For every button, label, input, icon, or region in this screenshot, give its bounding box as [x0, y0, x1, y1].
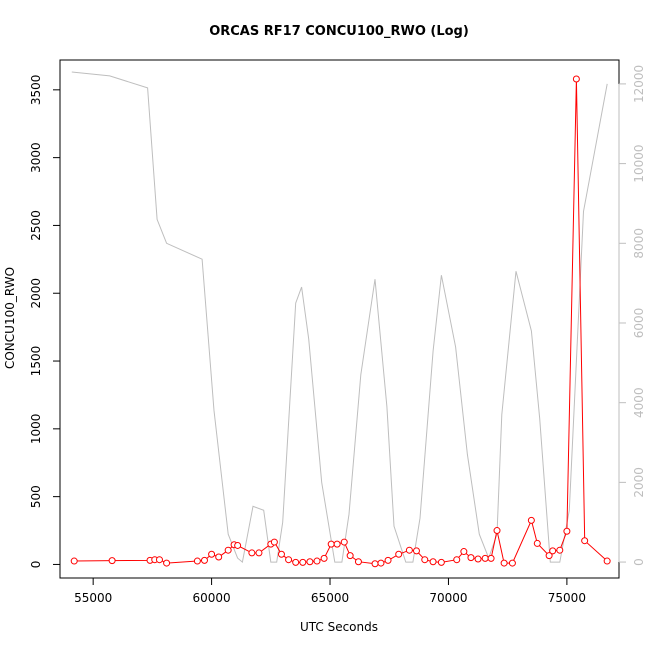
data-point	[193, 557, 201, 565]
data-point	[200, 556, 208, 564]
y-axis-title: CONCU100_RWO	[3, 267, 17, 369]
data-point	[453, 556, 461, 564]
data-point	[234, 541, 242, 549]
data-point	[572, 75, 580, 83]
chart-title: ORCAS RF17 CONCU100_RWO (Log)	[209, 24, 469, 39]
data-point	[224, 546, 232, 554]
data-point	[487, 554, 495, 562]
y2-tick-label: 0	[632, 558, 646, 566]
data-point	[508, 559, 516, 567]
y2-tick-label: 8000	[632, 228, 646, 259]
data-point	[346, 552, 354, 560]
x-axis-title: UTC Seconds	[300, 620, 378, 634]
x-tick-label: 75000	[548, 591, 586, 605]
data-point	[377, 559, 385, 567]
y-tick-label: 500	[29, 485, 43, 508]
data-point	[527, 516, 535, 524]
series-secondary	[71, 71, 608, 564]
data-point	[299, 558, 307, 566]
series-primary	[70, 75, 611, 568]
data-point	[429, 558, 437, 566]
y-tick-label: 3000	[29, 142, 43, 173]
y2-tick-label: 6000	[632, 308, 646, 339]
data-point	[155, 556, 163, 564]
data-point	[545, 552, 553, 560]
data-point	[108, 557, 116, 565]
data-point	[412, 547, 420, 555]
data-point	[320, 554, 328, 562]
y-axis-right: 0 2000 4000 6000 8000 10000 12000	[618, 65, 646, 566]
data-point	[556, 546, 564, 554]
data-point	[208, 550, 216, 558]
data-point	[500, 559, 508, 567]
y-tick-label: 1000	[29, 414, 43, 445]
data-point	[270, 538, 278, 546]
y-tick-label: 2500	[29, 210, 43, 241]
data-point	[493, 527, 501, 535]
y-tick-label: 0	[29, 561, 43, 569]
plot-frame	[59, 59, 620, 579]
data-point	[603, 557, 611, 565]
x-tick-label: 70000	[429, 591, 467, 605]
data-point	[333, 540, 341, 548]
data-point	[474, 555, 482, 563]
data-point	[70, 557, 78, 565]
data-point	[255, 549, 263, 557]
y-tick-label: 1500	[29, 346, 43, 377]
data-point	[163, 559, 171, 567]
data-point	[581, 537, 589, 545]
data-point	[533, 539, 541, 547]
x-tick-label: 65000	[311, 591, 349, 605]
data-point	[549, 547, 557, 555]
data-point	[277, 550, 285, 558]
data-point	[371, 560, 379, 568]
y-axis-left: 0 500 1000 1500 2000 2500 3000 3500	[29, 75, 61, 569]
data-point	[563, 527, 571, 535]
data-point	[248, 549, 256, 557]
data-point	[327, 540, 335, 548]
secondary-series-line	[71, 71, 608, 564]
data-point	[306, 558, 314, 566]
data-point	[395, 550, 403, 558]
data-point	[460, 548, 468, 556]
data-point	[421, 556, 429, 564]
data-point	[467, 554, 475, 562]
data-point	[215, 553, 223, 561]
x-tick-label: 60000	[192, 591, 230, 605]
data-point	[292, 558, 300, 566]
x-axis: 55000 60000 65000 70000 75000	[74, 577, 586, 605]
y-tick-label: 2000	[29, 278, 43, 309]
x-tick-label: 55000	[74, 591, 112, 605]
data-point	[437, 558, 445, 566]
y2-tick-label: 10000	[632, 145, 646, 183]
y2-tick-label: 2000	[632, 467, 646, 498]
primary-series-line	[74, 78, 608, 565]
y2-tick-label: 4000	[632, 387, 646, 418]
data-point	[405, 546, 413, 554]
data-point	[384, 556, 392, 564]
data-point	[313, 557, 321, 565]
data-point	[481, 554, 489, 562]
y-tick-label: 3500	[29, 75, 43, 106]
y2-tick-label: 12000	[632, 65, 646, 103]
data-point	[354, 558, 362, 566]
data-point	[285, 556, 293, 564]
data-point	[340, 538, 348, 546]
